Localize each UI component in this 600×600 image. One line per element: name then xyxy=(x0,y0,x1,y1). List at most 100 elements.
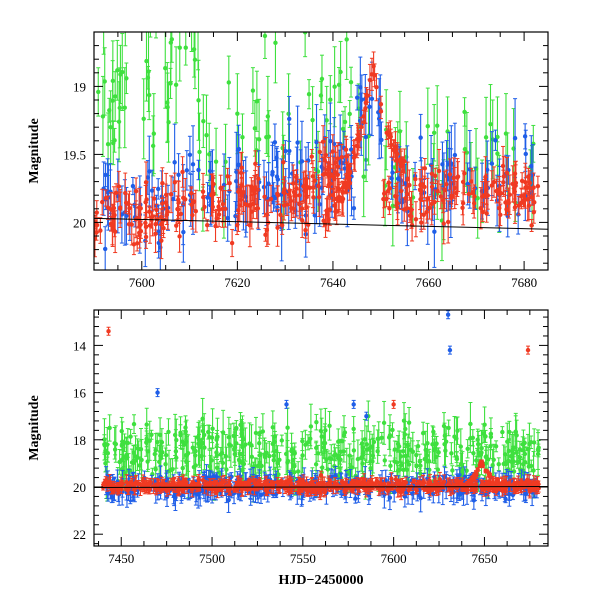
top-data-point xyxy=(363,93,368,124)
top-data-point xyxy=(491,166,497,198)
bottom-data-point xyxy=(331,450,337,461)
top-data-point xyxy=(306,79,312,110)
top-data-point xyxy=(151,93,157,175)
bottom-data-point xyxy=(303,429,308,460)
top-data-point xyxy=(441,202,446,245)
bottom-data-point xyxy=(177,484,182,496)
bottom-data-point xyxy=(435,484,440,493)
top-data-point xyxy=(107,97,112,123)
top-data-point xyxy=(204,94,209,176)
bottom-data-point xyxy=(213,489,218,496)
bottom-fit-line xyxy=(93,486,549,488)
bottom-data-point xyxy=(535,429,541,470)
top-data-point xyxy=(165,62,170,144)
bottom-data-point xyxy=(388,460,393,472)
bottom-data-point xyxy=(107,473,112,489)
bottom-data-point xyxy=(510,445,516,462)
bottom-data-point xyxy=(390,422,395,438)
bottom-data-point xyxy=(314,440,319,456)
top-data-point xyxy=(275,208,280,247)
top-data-point xyxy=(348,66,354,98)
bottom-data-point xyxy=(449,442,454,465)
bottom-data-point xyxy=(529,459,534,473)
top-data-point xyxy=(387,182,393,195)
top-data-point xyxy=(150,115,156,177)
top-data-point xyxy=(122,67,127,149)
top-data-point xyxy=(196,159,201,181)
bottom-data-point xyxy=(238,412,243,438)
top-data-point xyxy=(318,80,324,111)
top-data-point xyxy=(270,144,275,205)
bottom-data-point xyxy=(446,419,451,437)
bottom-data-point xyxy=(400,477,405,493)
bottom-data-point xyxy=(362,478,368,490)
top-data-point xyxy=(268,184,274,214)
top-data-point xyxy=(303,221,308,239)
bottom-data-point xyxy=(314,479,319,496)
bottom-data-point xyxy=(477,463,483,468)
bottom-data-point xyxy=(236,481,242,489)
bottom-data-point xyxy=(445,310,451,320)
bottom-data-point xyxy=(475,428,480,451)
top-data-point xyxy=(424,200,429,224)
top-data-point xyxy=(213,210,218,242)
top-x-tick-label: 7680 xyxy=(511,275,537,290)
top-data-point xyxy=(187,135,193,174)
bottom-data-point xyxy=(351,399,356,409)
top-data-point xyxy=(529,218,534,233)
bottom-data-point xyxy=(195,476,200,492)
bottom-axis-ticks: 7450 7500 7550 7600 7650 14 16 18 20 22 xyxy=(73,310,548,566)
top-data-point xyxy=(115,39,120,101)
bottom-data-point xyxy=(255,481,261,489)
top-data-point xyxy=(485,181,491,210)
top-data-point xyxy=(295,105,300,180)
bottom-data-point xyxy=(414,486,419,495)
top-y-tick-label: 19.5 xyxy=(63,147,86,162)
top-data-point xyxy=(289,195,294,222)
bottom-data-point xyxy=(403,476,409,489)
top-data-point xyxy=(418,113,423,162)
bottom-data-point xyxy=(380,483,386,495)
bottom-data-point xyxy=(471,475,476,481)
top-data-point xyxy=(130,176,136,196)
bottom-data-point xyxy=(490,475,496,491)
top-data-point xyxy=(192,32,198,90)
bottom-data-point xyxy=(246,478,252,486)
top-data-point xyxy=(147,135,152,208)
top-data-point xyxy=(387,201,392,216)
bottom-data-point xyxy=(173,429,179,474)
top-data-point xyxy=(275,185,281,206)
bottom-data-point xyxy=(270,410,275,445)
top-data-point xyxy=(483,156,488,198)
bottom-data-point xyxy=(219,478,224,490)
top-data-point xyxy=(519,187,524,205)
bottom-data-point xyxy=(425,422,430,464)
bottom-data-point xyxy=(279,434,285,447)
top-data-point xyxy=(168,32,174,83)
top-data-point xyxy=(216,196,221,217)
bottom-data-point xyxy=(335,479,340,490)
top-data-point xyxy=(234,215,240,236)
top-data-point xyxy=(227,175,232,192)
bottom-data-point xyxy=(147,420,152,461)
top-data-point xyxy=(178,206,184,222)
top-data-point xyxy=(96,67,101,117)
bottom-x-tick-label: 7550 xyxy=(290,551,316,566)
bottom-data-point xyxy=(474,455,479,466)
top-data-point xyxy=(262,32,268,59)
bottom-data-point xyxy=(153,482,159,496)
bottom-data-point xyxy=(228,423,234,468)
bottom-data-point xyxy=(220,457,226,469)
bottom-data-point xyxy=(163,432,169,478)
bottom-data-point xyxy=(220,409,226,456)
bottom-data-point xyxy=(201,413,207,457)
bottom-data-point xyxy=(406,407,412,439)
top-data-point xyxy=(425,177,430,220)
bottom-data-point xyxy=(155,388,160,398)
bottom-data-point xyxy=(117,485,122,494)
top-data-point xyxy=(98,217,103,244)
bottom-data-point xyxy=(517,440,523,458)
top-data-point xyxy=(159,222,164,260)
top-data-point xyxy=(354,84,360,111)
bottom-data-point xyxy=(193,435,198,476)
